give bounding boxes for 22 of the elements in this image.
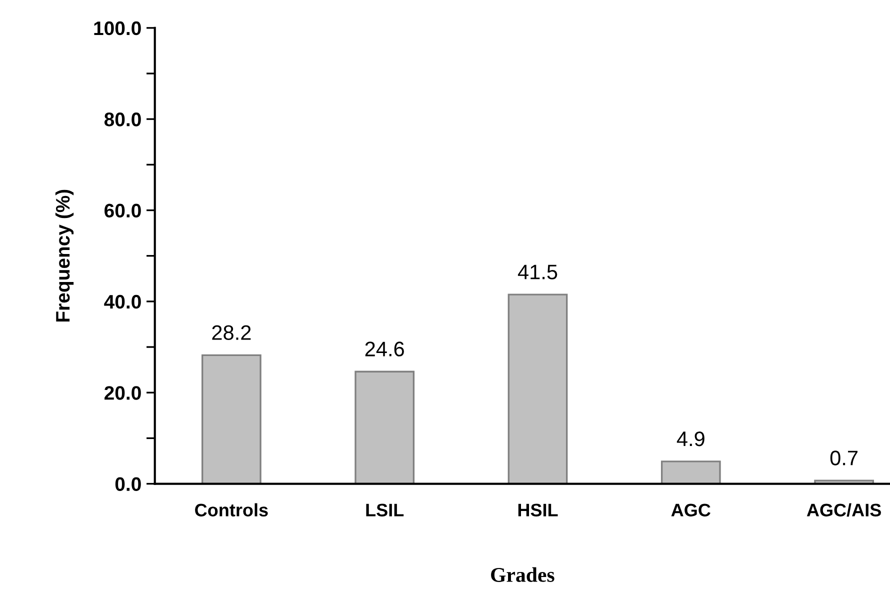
x-tick-label: AGC/AIS [806,503,881,517]
data-label: 28.2 [212,325,251,340]
y-tick-label: 60.0 [104,204,141,218]
x-tick-label: HSIL [518,504,558,516]
y-tick-label: 20.0 [104,386,141,400]
bar [202,354,262,484]
y-tick-label: 40.0 [104,294,141,309]
data-label: 24.6 [365,342,404,356]
y-tick-label: 100.0 [94,21,141,36]
data-label: 41.5 [518,264,558,280]
y-tick-label: 80.0 [104,112,141,126]
y-axis-title: Frequency (%) [55,190,74,322]
data-label: 4.9 [676,431,704,446]
x-tick-label: LSIL [366,504,404,516]
x-tick-label: AGC [671,504,710,516]
bar [354,370,415,484]
x-tick-label: Controls [195,503,268,516]
bar [508,294,568,484]
bar [660,460,721,484]
x-axis-title: Grades [491,567,554,582]
y-tick-label: 0.0 [115,477,141,492]
data-label: 0.7 [830,450,858,466]
